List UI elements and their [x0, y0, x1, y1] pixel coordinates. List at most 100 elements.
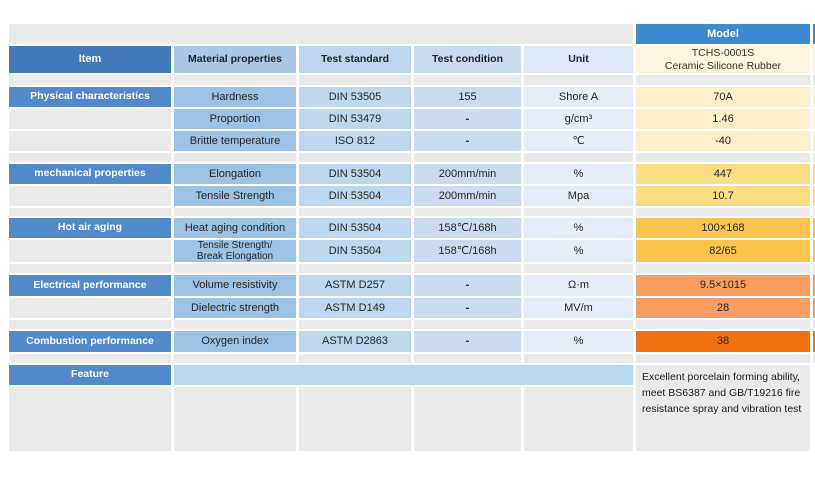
spacer-cell [299, 354, 411, 363]
unit-cell: ℃ [524, 131, 633, 151]
spacer-cell [524, 75, 633, 85]
spacer-cell [299, 264, 411, 273]
unit-cell: % [524, 218, 633, 238]
material-cell: Volume resistivity [174, 275, 296, 296]
unit-cell: % [524, 164, 633, 184]
material-cell: Oxygen index [174, 331, 296, 352]
spacer-row [9, 264, 815, 273]
table-row: Proportion DIN 53479 - g/cm³ 1.46 [9, 109, 815, 129]
bottom-cell [9, 387, 171, 451]
spacer-cell [299, 75, 411, 85]
cutoff-column-sliver [813, 331, 815, 352]
spacer-cell [174, 75, 296, 85]
condition-cell: 200mm/min [414, 164, 521, 184]
column-header-unit: Unit [524, 46, 633, 73]
spacer-row [9, 153, 815, 162]
spacer-cell [9, 75, 171, 85]
model-value-cell: 447 [636, 164, 810, 184]
model-value-cell: 10.7 [636, 186, 810, 206]
material-cell: Tensile Strength [174, 186, 296, 206]
material-cell: Brittle temperature [174, 131, 296, 151]
table-row: Tensile Strength/ Break Elongation DIN 5… [9, 240, 815, 262]
spacer-cell [414, 320, 521, 329]
bottom-cell [414, 387, 521, 451]
spacer-cell [9, 354, 171, 363]
model-code: TCHS-0001S [691, 46, 755, 59]
item-group-cell: Hot air aging [9, 218, 171, 238]
bottom-cell [299, 387, 411, 451]
spacer-cell [299, 208, 411, 216]
table-top-band [9, 24, 633, 44]
spacer-cell [414, 354, 521, 363]
cutoff-column-sliver [813, 320, 815, 329]
cutoff-column-sliver [813, 354, 815, 363]
standard-cell: DIN 53504 [299, 218, 411, 238]
condition-cell: 200mm/min [414, 186, 521, 206]
spacer-cell [636, 75, 810, 85]
cutoff-column-sliver [813, 24, 815, 44]
table-bottom-area [9, 387, 815, 451]
spacer-cell [636, 264, 810, 273]
column-header-standard: Test standard [299, 46, 411, 73]
spacer-cell [174, 264, 296, 273]
condition-cell: - [414, 275, 521, 296]
spacer-cell [299, 153, 411, 162]
model-header-row: Model [9, 24, 815, 44]
spacer-cell [524, 264, 633, 273]
cutoff-column-sliver [813, 186, 815, 206]
cutoff-column-sliver [813, 208, 815, 216]
spacer-cell [9, 264, 171, 273]
condition-cell: - [414, 331, 521, 352]
model-value-cell: 82/65 [636, 240, 810, 262]
column-header-condition: Test condition [414, 46, 521, 73]
spacer-cell [414, 208, 521, 216]
model-value-cell: 28 [636, 298, 810, 318]
cutoff-column-sliver [813, 164, 815, 184]
table-row: Electrical performance Volume resistivit… [9, 275, 815, 296]
model-material-name: Ceramic Silicone Rubber [664, 59, 782, 72]
spacer-cell [174, 208, 296, 216]
standard-cell: ASTM D257 [299, 275, 411, 296]
model-value-cell: 70A [636, 87, 810, 107]
spacer-cell [414, 264, 521, 273]
column-header-model: Model [636, 24, 810, 44]
spacer-cell [9, 320, 171, 329]
cutoff-column-sliver [813, 153, 815, 162]
unit-cell: % [524, 331, 633, 352]
unit-cell: g/cm³ [524, 109, 633, 129]
unit-cell: Mpa [524, 186, 633, 206]
standard-cell: ASTM D149 [299, 298, 411, 318]
table-row: Dielectric strength ASTM D149 - MV/m 28 [9, 298, 815, 318]
feature-row: Feature Excellent porcelain forming abil… [9, 365, 815, 451]
model-value-cell: -40 [636, 131, 810, 151]
cutoff-column-sliver [813, 46, 815, 73]
spacer-cell [299, 320, 411, 329]
item-group-cell: Combustion performance [9, 331, 171, 352]
spacer-row [9, 75, 815, 85]
spec-table: Model Item Material properties Test stan… [9, 24, 815, 453]
material-cell: Tensile Strength/ Break Elongation [174, 240, 296, 262]
material-cell: Heat aging condition [174, 218, 296, 238]
bottom-cell [524, 387, 633, 451]
feature-band [174, 365, 633, 385]
cutoff-column-sliver [813, 264, 815, 273]
standard-cell: ISO 812 [299, 131, 411, 151]
condition-cell: 155 [414, 87, 521, 107]
model-name-cell: TCHS-0001S Ceramic Silicone Rubber [636, 46, 810, 73]
column-header-item: Item [9, 46, 171, 73]
spacer-cell [414, 153, 521, 162]
item-group-cell: Electrical performance [9, 275, 171, 296]
cutoff-column-sliver [813, 87, 815, 107]
model-value-cell: 100×168 [636, 218, 810, 238]
cutoff-column-sliver [813, 240, 815, 262]
cutoff-column-sliver [813, 131, 815, 151]
table-row: Hot air aging Heat aging condition DIN 5… [9, 218, 815, 238]
condition-cell: - [414, 298, 521, 318]
column-header-row: Item Material properties Test standard T… [9, 46, 815, 73]
spacer-row [9, 354, 815, 363]
cutoff-column-sliver [813, 298, 815, 318]
item-empty-cell [9, 131, 171, 151]
table-row: mechanical properties Elongation DIN 535… [9, 164, 815, 184]
spacer-cell [524, 354, 633, 363]
